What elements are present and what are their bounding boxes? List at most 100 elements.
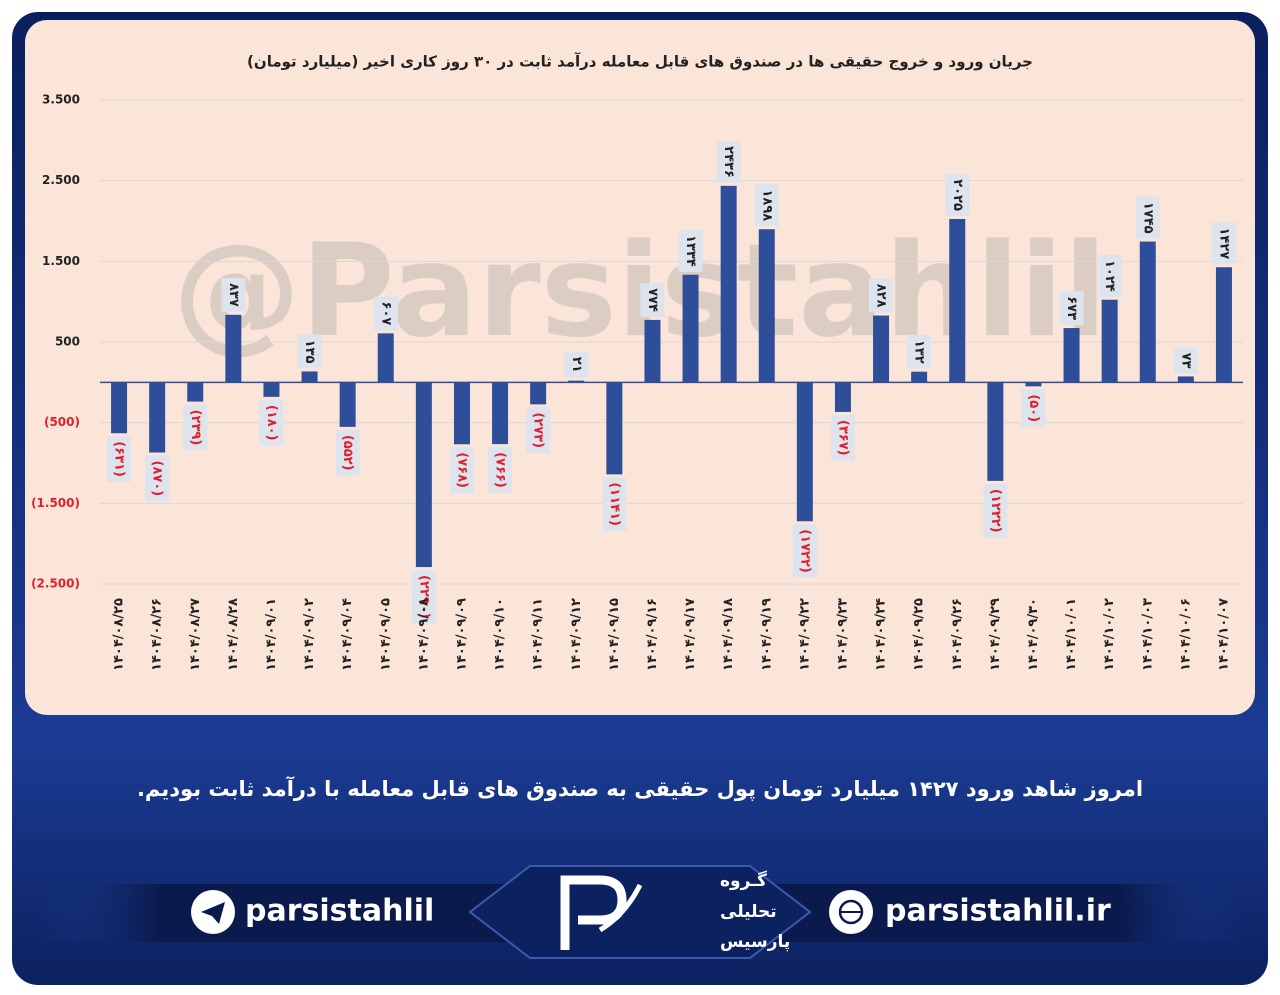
value-label-box: [945, 174, 970, 216]
value-label-box: [564, 351, 589, 378]
bar: [1177, 376, 1194, 383]
bar: [263, 382, 280, 397]
value-label-box: [221, 278, 246, 312]
value-label-box: [1097, 254, 1122, 297]
bar: [377, 333, 394, 383]
x-tick-label: ۱۴۰۴/۰۹/۱۱: [531, 598, 546, 671]
bar: [1139, 241, 1156, 383]
x-tick-label: ۱۴۰۴/۰۹/۲۹: [988, 598, 1003, 671]
x-tick-label: ۱۴۰۴/۰۹/۳۰: [1026, 598, 1041, 671]
bar: [492, 382, 509, 445]
x-tick-label: ۱۴۰۴/۱۰/۰۳: [1140, 598, 1155, 671]
value-label-box: [640, 283, 665, 317]
bar: [682, 274, 699, 383]
y-tick-label: 1.500: [42, 254, 80, 268]
x-tick-label: ۱۴۰۴/۰۹/۱۶: [645, 598, 660, 671]
value-label-box: [830, 414, 855, 461]
value-label: ۸۳۷: [226, 283, 241, 307]
bar: [606, 382, 623, 475]
value-label: (۱۸۰): [264, 405, 279, 441]
value-label-box: [297, 334, 322, 369]
bar: [758, 229, 775, 383]
bar: [834, 382, 851, 412]
value-label: (۵۰): [1026, 394, 1041, 422]
value-label: ۱۳۲: [912, 340, 927, 364]
value-label: (۱۱۴۱): [607, 482, 622, 526]
value-label: ۶۷۳: [1064, 296, 1079, 320]
website[interactable]: parsistahlil.ir: [885, 894, 1111, 929]
x-tick-label: ۱۴۰۴/۱۰/۰۱: [1064, 598, 1079, 671]
value-label-box: [1059, 291, 1084, 326]
telegram-glyph: [201, 902, 225, 924]
x-tick-label: ۱۴۰۴/۰۹/۰۵: [378, 598, 393, 671]
bar: [1025, 382, 1042, 387]
value-label-box: [488, 447, 513, 493]
chart-title: جریان ورود و خروج حقیقی ها در صندوق های …: [247, 53, 1033, 71]
value-label: (۱۲۲۲): [988, 489, 1003, 533]
value-label: ۸۲۸: [874, 284, 889, 308]
value-label-box: [335, 429, 360, 476]
y-tick-label: (2.500): [31, 577, 80, 591]
bar: [111, 382, 128, 434]
value-label-box: [716, 141, 741, 183]
value-label: (۳۶۷): [835, 420, 850, 456]
x-tick-label: ۱۴۰۴/۰۹/۰۸: [416, 598, 431, 671]
value-label: ۱۴۲۷: [1216, 227, 1231, 259]
bar: [1101, 299, 1118, 383]
value-label: ۱۸۹۸: [759, 189, 774, 221]
bar: [1063, 328, 1080, 383]
value-label: ۲۱: [569, 357, 584, 373]
value-label-box: [792, 524, 817, 578]
bar: [187, 382, 204, 402]
x-tick-label: ۱۴۰۴/۰۸/۲۸: [226, 598, 241, 671]
x-tick-label: ۱۴۰۴/۰۸/۲۵: [112, 598, 127, 671]
bar: [873, 315, 890, 383]
x-tick-label: ۱۴۰۴/۰۸/۲۶: [150, 598, 165, 671]
x-tick-label: ۱۴۰۴/۰۸/۲۷: [188, 598, 203, 671]
value-label: ۱۰۲۴: [1102, 260, 1117, 292]
bar: [530, 382, 547, 405]
logo-text: تحلیلی: [720, 902, 777, 922]
bar: [301, 371, 318, 383]
bar: [720, 185, 737, 383]
bar: [415, 382, 432, 568]
value-label: (۷۶۸): [454, 452, 469, 488]
value-label: ۷۳: [1178, 353, 1193, 369]
x-tick-label: ۱۴۰۴/۰۹/۲۲: [797, 598, 812, 671]
value-label: ۷۷۴: [645, 288, 660, 312]
y-tick-label: 500: [55, 335, 80, 349]
x-tick-label: ۱۴۰۴/۰۹/۱۵: [607, 598, 622, 671]
value-label: ۱۳۵: [302, 340, 317, 364]
bar: [339, 382, 356, 427]
x-tick-label: ۱۴۰۴/۱۰/۰۶: [1178, 598, 1193, 671]
bar: [1215, 267, 1232, 383]
value-label: (۶۳۱): [112, 441, 127, 477]
value-label-box: [602, 477, 627, 531]
y-tick-label: (500): [44, 415, 80, 429]
bar: [225, 314, 242, 383]
x-tick-label: ۱۴۰۴/۱۰/۰۷: [1216, 598, 1231, 671]
y-tick-label: 3.500: [42, 93, 80, 107]
x-tick-label: ۱۴۰۴/۰۹/۱۲: [569, 598, 584, 671]
x-tick-label: ۱۴۰۴/۰۹/۲۳: [835, 598, 850, 671]
x-tick-label: ۱۴۰۴/۰۹/۱۰: [493, 598, 508, 671]
x-tick-label: ۱۴۰۴/۰۹/۰۲: [302, 598, 317, 671]
logo-mark: [560, 875, 627, 950]
x-tick-label: ۱۴۰۴/۰۹/۲۴: [874, 598, 889, 671]
logo-text: پارسیس: [720, 932, 790, 952]
value-label: ۲۰۲۵: [950, 179, 965, 211]
value-label-box: [1021, 389, 1046, 428]
x-tick-label: ۱۴۰۴/۰۹/۰۹: [454, 598, 469, 671]
logo-text: گـروه: [720, 870, 767, 891]
x-tick-label: ۱۴۰۴/۱۰/۰۲: [1102, 598, 1117, 671]
value-label: ۱۳۳۴: [683, 235, 698, 267]
x-tick-label: ۱۴۰۴/۰۹/۲۵: [912, 598, 927, 671]
bar: [644, 319, 661, 383]
telegram-handle[interactable]: parsistahlil: [245, 894, 434, 929]
value-label-box: [907, 334, 932, 369]
value-label-box: [983, 483, 1008, 538]
plot: 3.500 2.500 1.500 500 (500) (1.500) (2.500) (۶۳…: [31, 93, 1243, 671]
value-label: (۵۵۲): [340, 435, 355, 471]
bar: [149, 382, 166, 453]
value-label-box: [526, 407, 551, 454]
